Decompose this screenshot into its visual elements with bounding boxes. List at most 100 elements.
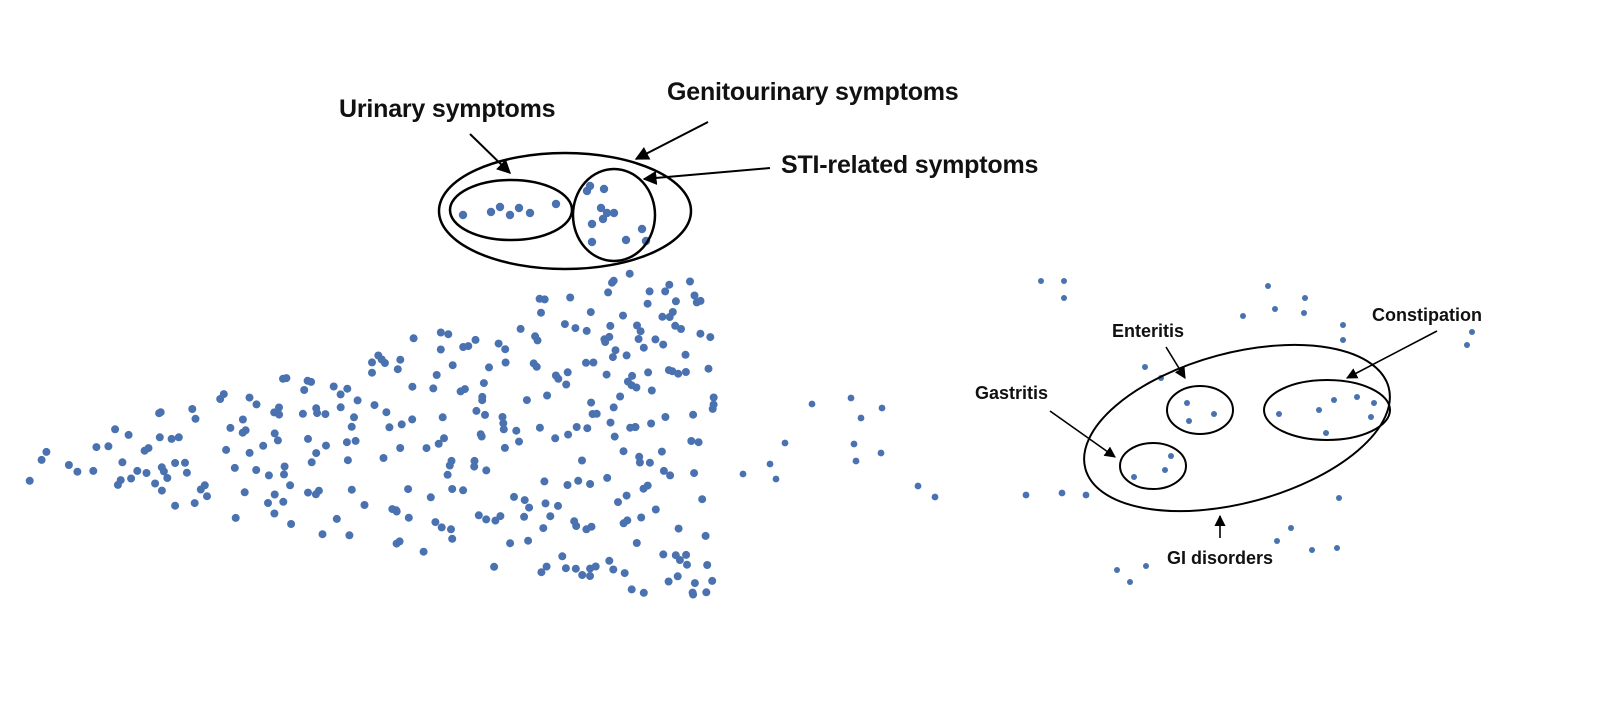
data-point	[379, 454, 388, 462]
data-point	[647, 386, 656, 395]
gastritis-ellipse	[1119, 442, 1187, 490]
data-point	[393, 365, 402, 374]
data-point	[633, 321, 641, 330]
data-point	[877, 449, 885, 457]
data-point	[73, 467, 82, 476]
data-point	[460, 385, 469, 394]
data-point	[1143, 563, 1149, 569]
data-point	[674, 369, 683, 378]
data-point	[368, 358, 376, 367]
data-point	[673, 572, 682, 581]
data-point	[270, 509, 279, 518]
data-point	[448, 361, 457, 370]
data-point	[270, 429, 279, 438]
data-point	[396, 355, 405, 364]
data-point	[1340, 337, 1346, 343]
data-point	[535, 423, 544, 432]
data-point	[587, 398, 596, 407]
data-point	[520, 512, 529, 521]
data-point	[637, 224, 647, 234]
data-point	[551, 199, 561, 209]
data-point	[25, 476, 34, 485]
data-point	[275, 410, 284, 419]
data-point	[571, 564, 580, 573]
data-point	[632, 539, 641, 547]
data-point	[703, 561, 712, 569]
data-point	[448, 485, 457, 493]
data-point	[482, 515, 491, 524]
data-point	[231, 513, 240, 522]
gastritis-arrow	[1049, 410, 1116, 458]
data-point	[472, 406, 481, 415]
data-point	[644, 368, 653, 377]
data-point	[645, 458, 654, 467]
data-point	[351, 436, 360, 445]
constipation-label: Constipation	[1372, 305, 1482, 325]
data-point	[603, 473, 612, 482]
data-point	[347, 422, 356, 431]
data-point	[155, 433, 164, 442]
enteritis-arrow	[1165, 346, 1186, 379]
data-point	[525, 503, 534, 512]
data-point	[599, 184, 609, 194]
data-point	[42, 447, 51, 456]
data-point	[1354, 394, 1360, 400]
data-point	[1240, 313, 1246, 319]
data-point	[1288, 525, 1294, 531]
data-point	[380, 359, 389, 367]
data-point	[491, 516, 500, 525]
data-point	[350, 413, 358, 422]
data-point	[561, 564, 570, 573]
data-point	[408, 415, 417, 424]
data-point	[396, 444, 405, 452]
enteritis-label: Enteritis	[1112, 321, 1185, 341]
data-point	[658, 312, 667, 321]
data-point	[689, 590, 698, 599]
data-point	[1058, 489, 1066, 497]
data-point	[605, 556, 614, 565]
data-point	[182, 468, 191, 477]
data-point	[157, 486, 166, 495]
data-point	[696, 329, 705, 338]
data-point	[280, 462, 289, 471]
data-point	[541, 499, 550, 508]
data-point	[582, 326, 591, 335]
data-point	[554, 374, 563, 383]
data-point	[696, 296, 705, 305]
data-point	[252, 400, 261, 409]
data-point	[766, 460, 774, 468]
data-point	[238, 415, 247, 424]
data-point	[708, 576, 717, 585]
data-point	[529, 359, 538, 368]
data-point	[481, 410, 489, 419]
data-point	[163, 474, 172, 482]
data-point	[1301, 310, 1307, 316]
data-point	[683, 560, 691, 569]
data-point	[850, 440, 858, 448]
constipation-arrow	[1346, 330, 1438, 379]
data-point	[586, 480, 595, 488]
data-point	[681, 350, 690, 359]
data-point	[572, 522, 581, 530]
data-point	[647, 419, 656, 428]
data-point	[621, 235, 631, 245]
data-point	[1114, 567, 1120, 573]
data-point	[397, 420, 406, 429]
data-point	[345, 531, 354, 540]
data-point	[619, 447, 628, 456]
data-point	[598, 214, 608, 224]
data-point	[1142, 364, 1148, 370]
data-point	[478, 396, 487, 405]
data-point	[587, 522, 596, 531]
data-point	[563, 481, 572, 489]
data-point	[1184, 400, 1190, 406]
data-point	[540, 477, 549, 486]
data-point	[682, 550, 691, 559]
data-point	[127, 474, 136, 483]
data-point	[342, 438, 351, 447]
data-point	[639, 588, 648, 597]
data-point	[499, 425, 508, 434]
data-point	[643, 299, 652, 308]
data-point	[470, 456, 479, 465]
data-point	[635, 458, 644, 467]
